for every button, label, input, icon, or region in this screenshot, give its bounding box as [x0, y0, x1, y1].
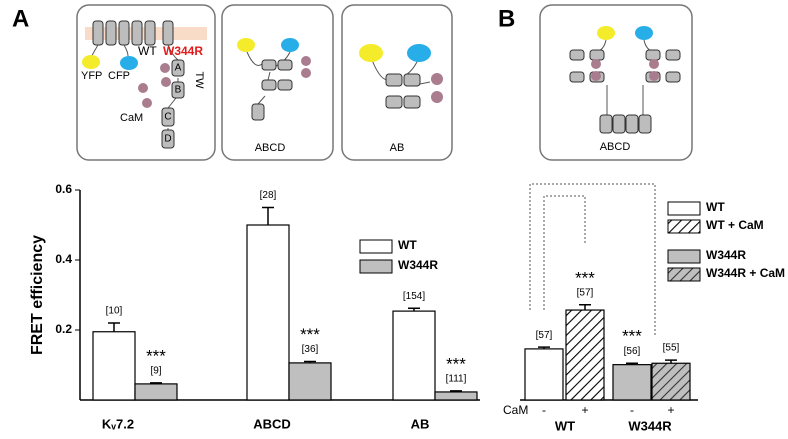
- error-bar: [450, 390, 462, 392]
- panel-letter: A: [12, 5, 29, 32]
- significance: ***: [300, 325, 320, 344]
- significance: ***: [146, 346, 166, 365]
- bar: [524, 348, 564, 401]
- n-label: [55]: [663, 343, 680, 354]
- schematic-ab: AB: [341, 4, 453, 161]
- legend-label: W344R: [706, 248, 746, 262]
- error-bar: [108, 322, 120, 332]
- label: CFP: [108, 70, 130, 82]
- n-label: [111]: [446, 374, 467, 385]
- label: A: [175, 63, 182, 74]
- n-label: [10]: [106, 306, 123, 317]
- error-bar: [665, 359, 677, 364]
- cam-mark: +: [667, 403, 674, 417]
- error-bar: [304, 360, 316, 363]
- bar: [134, 383, 178, 401]
- bar: [651, 362, 691, 401]
- error-bar: [408, 307, 420, 312]
- legend-swatch: [667, 249, 701, 264]
- y-axis-label: FRET efficiency: [29, 235, 46, 355]
- legend-label: W344R: [398, 258, 438, 272]
- legend-swatch: [667, 267, 701, 282]
- bar: [612, 364, 652, 401]
- cam-mark: -: [630, 403, 634, 417]
- label: C: [164, 112, 171, 123]
- legend-swatch: [359, 239, 393, 254]
- error-bar: [150, 382, 162, 384]
- n-label: [28]: [260, 190, 277, 201]
- significance: ***: [446, 354, 466, 373]
- error-bar: [626, 362, 638, 365]
- y-tick-label: 0.4: [55, 252, 72, 266]
- cam-mark: -: [542, 403, 546, 417]
- n-label: [57]: [536, 330, 553, 341]
- label: CaM: [120, 112, 143, 124]
- error-bar: [538, 346, 550, 349]
- label: ABCD: [255, 142, 286, 154]
- n-label: [57]: [577, 287, 594, 298]
- label: YFP: [81, 70, 102, 82]
- legend-label: WT: [706, 200, 725, 214]
- bar: [392, 310, 436, 401]
- label: WT: [138, 44, 157, 58]
- error-bar: [262, 206, 274, 225]
- x-tick-label: Kᵥ7.2: [102, 416, 134, 431]
- legend-label: W344R + CaM: [706, 266, 785, 280]
- legend-swatch: [667, 201, 701, 216]
- bar: [434, 391, 478, 401]
- bar: [565, 309, 605, 401]
- x-tick-label: W344R: [628, 418, 672, 433]
- legend-label: WT: [398, 238, 417, 252]
- significance: ***: [575, 268, 595, 287]
- bar: [246, 224, 290, 401]
- legend-swatch: [667, 219, 701, 234]
- label: W344R: [163, 44, 203, 58]
- label: B: [175, 85, 182, 96]
- panel-letter: B: [498, 5, 515, 32]
- n-label: [154]: [403, 291, 425, 302]
- significance-bracket: [529, 183, 656, 336]
- label: AB: [390, 142, 405, 154]
- n-label: [56]: [624, 346, 641, 357]
- bar: [92, 331, 136, 401]
- cam-label: CaM: [503, 403, 528, 417]
- error-bar: [579, 304, 591, 311]
- schematic-full: WT W344R YFP CFP CaM A B C D TW: [76, 4, 216, 161]
- label: D: [164, 134, 171, 145]
- schematic-abcd: ABCD: [221, 4, 334, 161]
- n-label: [36]: [302, 344, 319, 355]
- bar: [288, 362, 332, 401]
- cam-mark: +: [581, 403, 588, 417]
- legend-swatch: [359, 259, 393, 274]
- x-tick-label: ABCD: [253, 416, 291, 431]
- label: ABCD: [600, 141, 631, 153]
- x-tick-label: AB: [411, 416, 430, 431]
- n-label: [9]: [150, 365, 161, 376]
- significance: ***: [622, 327, 642, 346]
- y-tick-label: 0.2: [55, 322, 72, 336]
- label: TW: [193, 71, 205, 89]
- schematic-dimer: ABCD: [539, 4, 693, 161]
- legend-label: WT + CaM: [706, 218, 764, 232]
- x-tick-label: WT: [555, 418, 575, 433]
- y-tick-label: 0.6: [55, 182, 72, 196]
